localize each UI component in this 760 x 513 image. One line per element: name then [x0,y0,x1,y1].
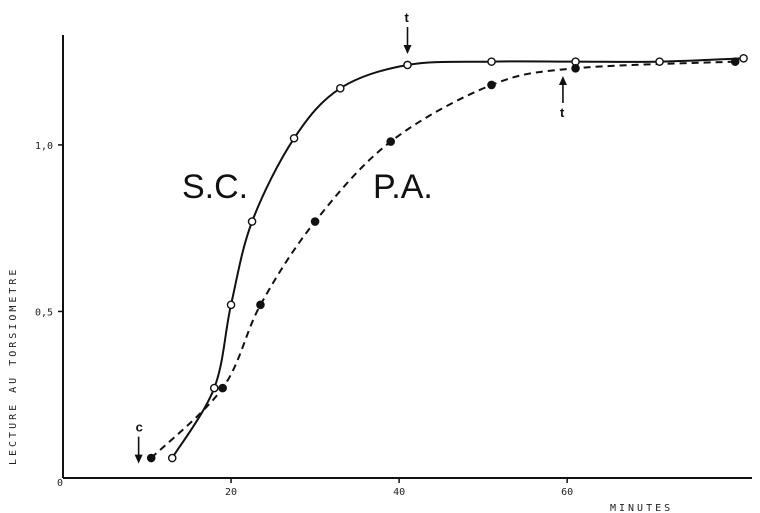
y-tick-label: 1,0 [35,141,53,152]
data-point-pa [146,453,156,463]
annotation-arrowhead [558,75,567,85]
data-point-sc [247,217,257,226]
series-label-pa: P.A. [373,168,433,206]
x-tick-label: 20 [225,487,237,498]
annotation-label: t [560,105,565,120]
data-point-sc [487,57,496,66]
axes: 20 40 60 0,5 1,0 [35,35,752,498]
x-tick-label: 40 [393,487,405,498]
data-point-pa [310,217,320,226]
data-point-pa [571,64,580,73]
data-point-sc [335,83,345,93]
series-line-pa [150,60,736,459]
data-point-pa [386,137,395,146]
series-label-sc: S.C. [182,168,248,206]
data-point-pa [218,383,227,393]
annotations: c t t [134,10,567,464]
data-point-sc [209,383,219,393]
data-point-sc [403,60,412,70]
origin-label: 0 [57,478,63,489]
data-point-pa [256,300,265,310]
data-point-sc [289,133,299,143]
annotation-arrowhead [134,454,143,464]
data-point-sc [167,453,177,463]
data-point-sc [655,57,664,66]
data-point-pa [487,80,496,90]
series-line-sc [171,57,744,459]
y-tick-label: 0,5 [35,307,53,318]
x-tick-label: 60 [561,487,573,498]
annotation-arrowhead [403,44,412,54]
data-point-sc [226,300,236,310]
y-axis-title: LECTURE AU TORSIOMETRE [8,267,19,465]
curves [150,57,744,459]
annotation-label: c [136,420,143,435]
data-point-pa [730,57,740,66]
data-point-sc [739,54,748,63]
x-axis-title: MINUTES [610,503,673,513]
annotation-label: t [405,10,410,25]
data-points [146,54,748,463]
